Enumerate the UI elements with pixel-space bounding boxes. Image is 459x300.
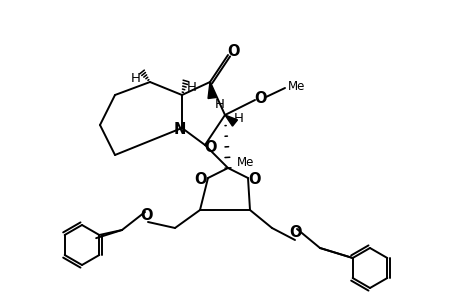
Text: O: O (254, 91, 267, 106)
Text: H: H (234, 112, 243, 125)
Polygon shape (224, 115, 237, 126)
Text: Me: Me (288, 80, 305, 92)
Text: O: O (248, 172, 261, 188)
Text: N: N (174, 122, 186, 137)
Text: O: O (194, 172, 207, 188)
Text: H: H (215, 98, 224, 110)
Text: O: O (140, 208, 153, 224)
Text: H: H (187, 80, 196, 94)
Text: O: O (204, 140, 217, 154)
Text: Me: Me (237, 155, 254, 169)
Text: O: O (227, 44, 240, 59)
Text: H: H (131, 71, 140, 85)
Text: O: O (289, 226, 302, 241)
Polygon shape (207, 82, 215, 98)
